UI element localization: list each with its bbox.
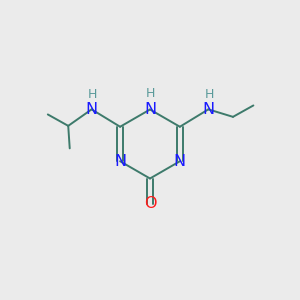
Text: N: N [85, 102, 98, 117]
Text: H: H [204, 88, 214, 101]
Text: H: H [145, 87, 155, 101]
Text: O: O [144, 196, 156, 211]
Text: N: N [174, 154, 186, 169]
Text: H: H [88, 88, 97, 101]
Text: N: N [144, 102, 156, 117]
Text: N: N [202, 102, 214, 117]
Text: N: N [114, 154, 126, 169]
